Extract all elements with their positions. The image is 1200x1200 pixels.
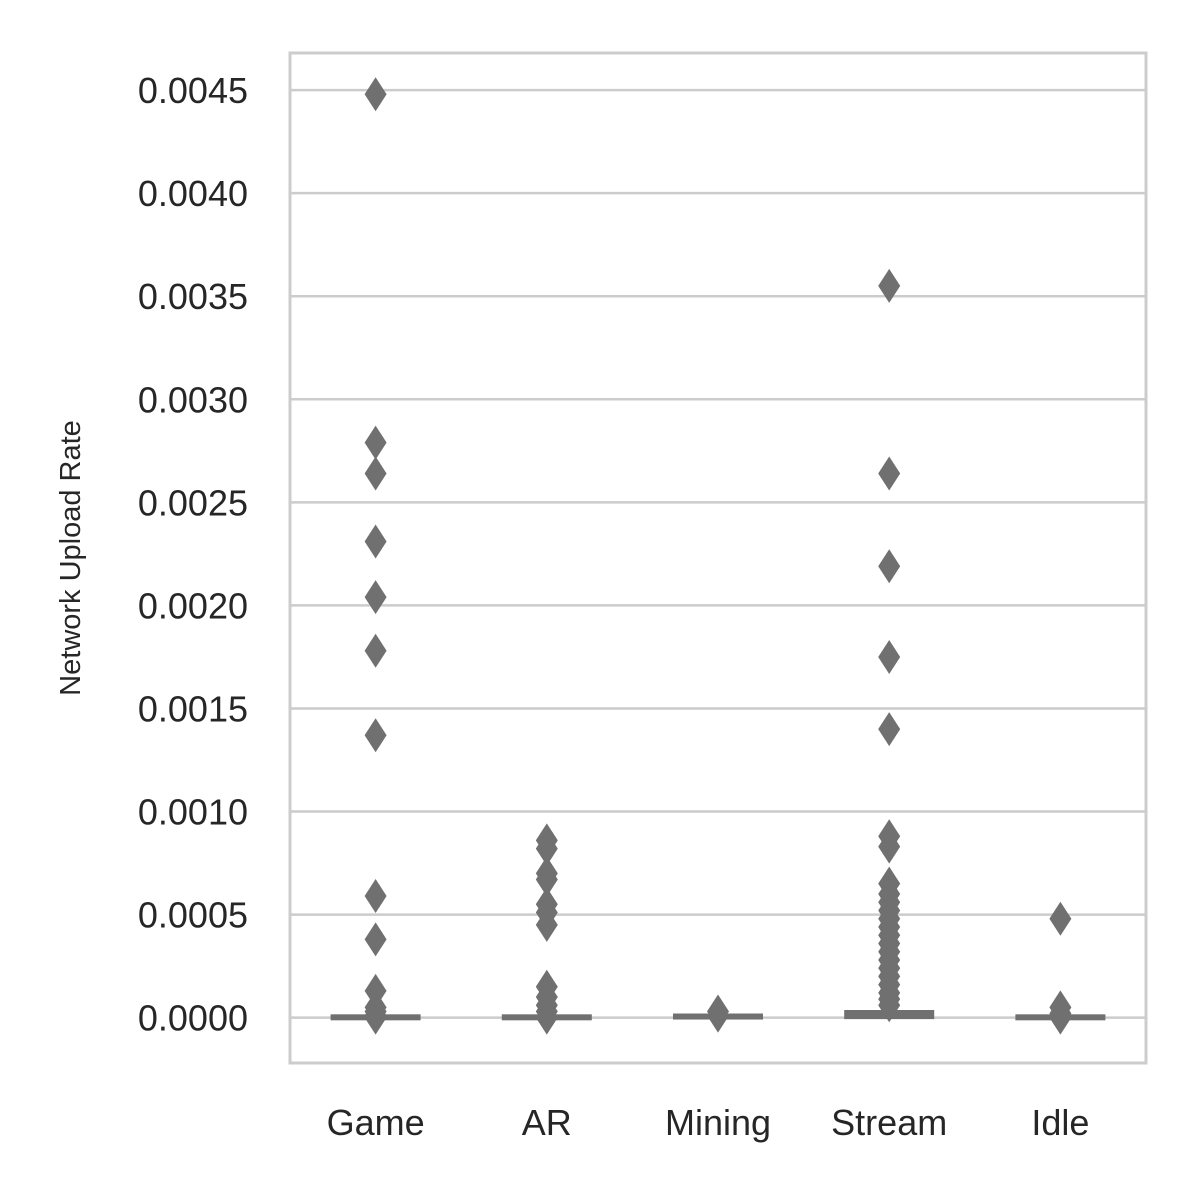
y-tick-label: 0.0010 bbox=[138, 792, 248, 833]
outlier-point bbox=[878, 988, 901, 1023]
grid-lines bbox=[290, 88, 1146, 1019]
outlier-point bbox=[878, 456, 901, 491]
outlier-point bbox=[878, 712, 901, 747]
outlier-point bbox=[535, 862, 558, 897]
y-tick-label: 0.0040 bbox=[138, 173, 248, 214]
box-group bbox=[672, 994, 764, 1033]
outlier-point bbox=[364, 524, 387, 559]
outlier-point bbox=[878, 549, 901, 584]
outlier-point bbox=[364, 718, 387, 753]
x-tick-label: AR bbox=[522, 1102, 572, 1143]
x-tick-label: Game bbox=[327, 1102, 425, 1143]
x-tick-label: Mining bbox=[665, 1102, 771, 1143]
outlier-point bbox=[1049, 901, 1072, 936]
y-tick-label: 0.0015 bbox=[138, 688, 248, 729]
y-tick-label: 0.0025 bbox=[138, 482, 248, 523]
x-tick-label: Stream bbox=[831, 1102, 947, 1143]
outlier-point bbox=[878, 829, 901, 864]
box-group bbox=[501, 823, 592, 1035]
outlier-point bbox=[1049, 1000, 1072, 1035]
outlier-point bbox=[535, 831, 558, 866]
outlier-point bbox=[364, 879, 387, 914]
y-tick-label: 0.0045 bbox=[138, 70, 248, 111]
outlier-point bbox=[364, 77, 387, 112]
x-tick-labels: Game AR Mining Stream Idle bbox=[327, 1102, 1090, 1143]
y-tick-label: 0.0035 bbox=[138, 276, 248, 317]
y-tick-labels: 0.0000 0.0005 0.0010 0.0015 0.0020 0.0025 0.00… bbox=[138, 70, 248, 1039]
outlier-point bbox=[707, 998, 729, 1033]
box-group bbox=[844, 268, 935, 1023]
y-tick-label: 0.0020 bbox=[138, 585, 248, 626]
y-tick-label: 0.0000 bbox=[138, 998, 248, 1039]
outlier-point bbox=[878, 639, 901, 674]
chart-marks bbox=[330, 77, 1106, 1035]
y-tick-label: 0.0005 bbox=[138, 895, 248, 936]
outlier-point bbox=[364, 633, 387, 668]
outlier-point bbox=[364, 922, 387, 957]
outlier-point bbox=[364, 580, 387, 615]
x-tick-label: Idle bbox=[1031, 1102, 1089, 1143]
y-axis-label: Network Upload Rate bbox=[55, 420, 87, 696]
outlier-point bbox=[535, 907, 558, 942]
y-tick-label: 0.0030 bbox=[138, 379, 248, 420]
box-group bbox=[1015, 901, 1106, 1035]
outlier-point bbox=[535, 1000, 558, 1035]
outlier-point bbox=[364, 456, 387, 491]
outlier-point bbox=[364, 1000, 387, 1035]
box-group bbox=[330, 77, 421, 1035]
outlier-point bbox=[878, 268, 901, 303]
plot-frame bbox=[288, 51, 1148, 1065]
outlier-point bbox=[364, 425, 387, 460]
